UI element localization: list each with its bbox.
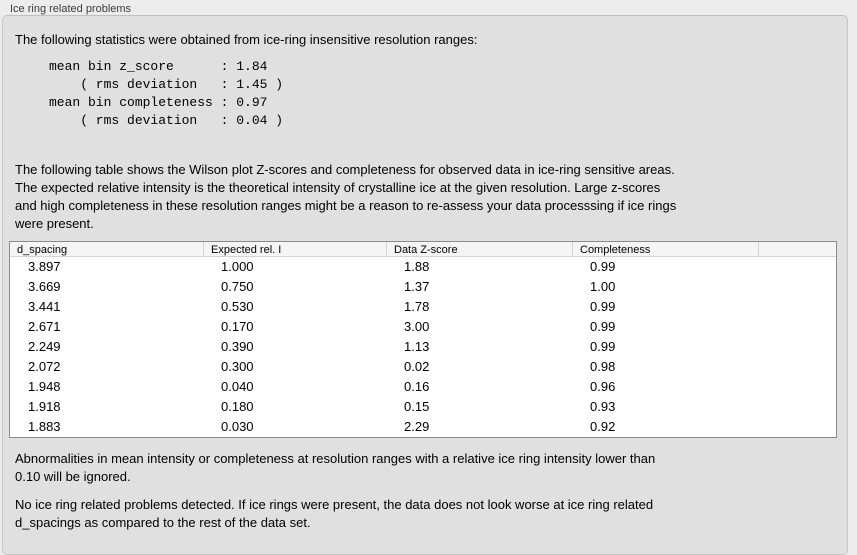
intro-text: The following statistics were obtained f… (15, 32, 478, 47)
table-cell: 0.300 (221, 359, 254, 374)
table-cell: 1.37 (404, 279, 430, 294)
ignore-note: Abnormalities in mean intensity or compl… (15, 451, 656, 484)
table-row[interactable]: 1.883 0.030 2.29 0.92 (10, 417, 836, 437)
conclusion-text: No ice ring related problems detected. I… (15, 497, 654, 530)
table-cell: 0.530 (221, 299, 254, 314)
table-cell: 1.13 (404, 339, 430, 354)
table-cell: 0.02 (404, 359, 430, 374)
table-cell: 0.750 (221, 279, 254, 294)
table-cell: 0.99 (590, 259, 616, 274)
table-cell: 0.93 (590, 399, 616, 414)
table-row[interactable]: 2.671 0.170 3.00 0.99 (10, 317, 836, 337)
table-cell: 3.897 (28, 259, 61, 274)
table-cell: 1.00 (590, 279, 616, 294)
table-cell: 2.249 (28, 339, 61, 354)
column-header-expected-rel-i[interactable]: Expected rel. I (203, 242, 386, 257)
table-cell: 1.883 (28, 419, 61, 434)
table-cell: 2.072 (28, 359, 61, 374)
table-header-row: d_spacing Expected rel. I Data Z-score Comp… (10, 242, 836, 257)
column-header-d-spacing[interactable]: d_spacing (10, 242, 203, 257)
table-row[interactable]: 3.669 0.750 1.37 1.00 (10, 277, 836, 297)
table-row[interactable]: 2.072 0.300 0.02 0.98 (10, 357, 836, 377)
ice-ring-groupbox: The following statistics were obtained f… (2, 15, 848, 555)
column-header-data-z-score[interactable]: Data Z-score (386, 242, 572, 257)
table-cell-filler (758, 377, 836, 397)
table-row[interactable]: 1.918 0.180 0.15 0.93 (10, 397, 836, 417)
table-cell: 1.88 (404, 259, 430, 274)
description-text: The following table shows the Wilson plo… (15, 162, 677, 231)
table-cell: 0.99 (590, 319, 616, 334)
table-cell: 1.78 (404, 299, 430, 314)
table-cell: 3.669 (28, 279, 61, 294)
table-row[interactable]: 3.441 0.530 1.78 0.99 (10, 297, 836, 317)
table-cell: 0.180 (221, 399, 254, 414)
table-cell: 3.00 (404, 319, 430, 334)
table-row[interactable]: 3.897 1.000 1.88 0.99 (10, 257, 836, 277)
table-cell: 3.441 (28, 299, 61, 314)
panel-title: Ice ring related problems (10, 3, 132, 15)
table-cell: 0.16 (404, 379, 430, 394)
table-body: 3.897 1.000 1.88 0.99 3.669 0.750 1.37 1.00 3.44… (10, 257, 836, 437)
table-cell: 0.030 (221, 419, 254, 434)
table-cell-filler (758, 317, 836, 337)
column-header-filler[interactable] (758, 242, 836, 257)
table-cell: 0.99 (590, 339, 616, 354)
table-cell-filler (758, 397, 836, 417)
table-cell: 0.92 (590, 419, 616, 434)
table-cell-filler (758, 257, 836, 277)
table-cell: 1.000 (221, 259, 254, 274)
table-cell: 0.15 (404, 399, 430, 414)
table-cell-filler (758, 337, 836, 357)
table-cell-filler (758, 277, 836, 297)
table-cell: 1.948 (28, 379, 61, 394)
table-cell: 0.96 (590, 379, 616, 394)
table-cell: 0.99 (590, 299, 616, 314)
table-cell: 2.29 (404, 419, 430, 434)
ice-ring-table[interactable]: d_spacing Expected rel. I Data Z-score Comp… (9, 241, 837, 438)
table-cell: 2.671 (28, 319, 61, 334)
table-cell-filler (758, 417, 836, 437)
stats-block: mean bin z_score : 1.84 ( rms deviation … (49, 59, 284, 128)
column-header-completeness[interactable]: Completeness (572, 242, 758, 257)
table-row[interactable]: 2.249 0.390 1.13 0.99 (10, 337, 836, 357)
table-cell: 0.98 (590, 359, 616, 374)
table-row[interactable]: 1.948 0.040 0.16 0.96 (10, 377, 836, 397)
table-cell: 0.170 (221, 319, 254, 334)
table-cell: 0.390 (221, 339, 254, 354)
table-cell: 1.918 (28, 399, 61, 414)
table-cell-filler (758, 357, 836, 377)
table-cell: 0.040 (221, 379, 254, 394)
table-cell-filler (758, 297, 836, 317)
